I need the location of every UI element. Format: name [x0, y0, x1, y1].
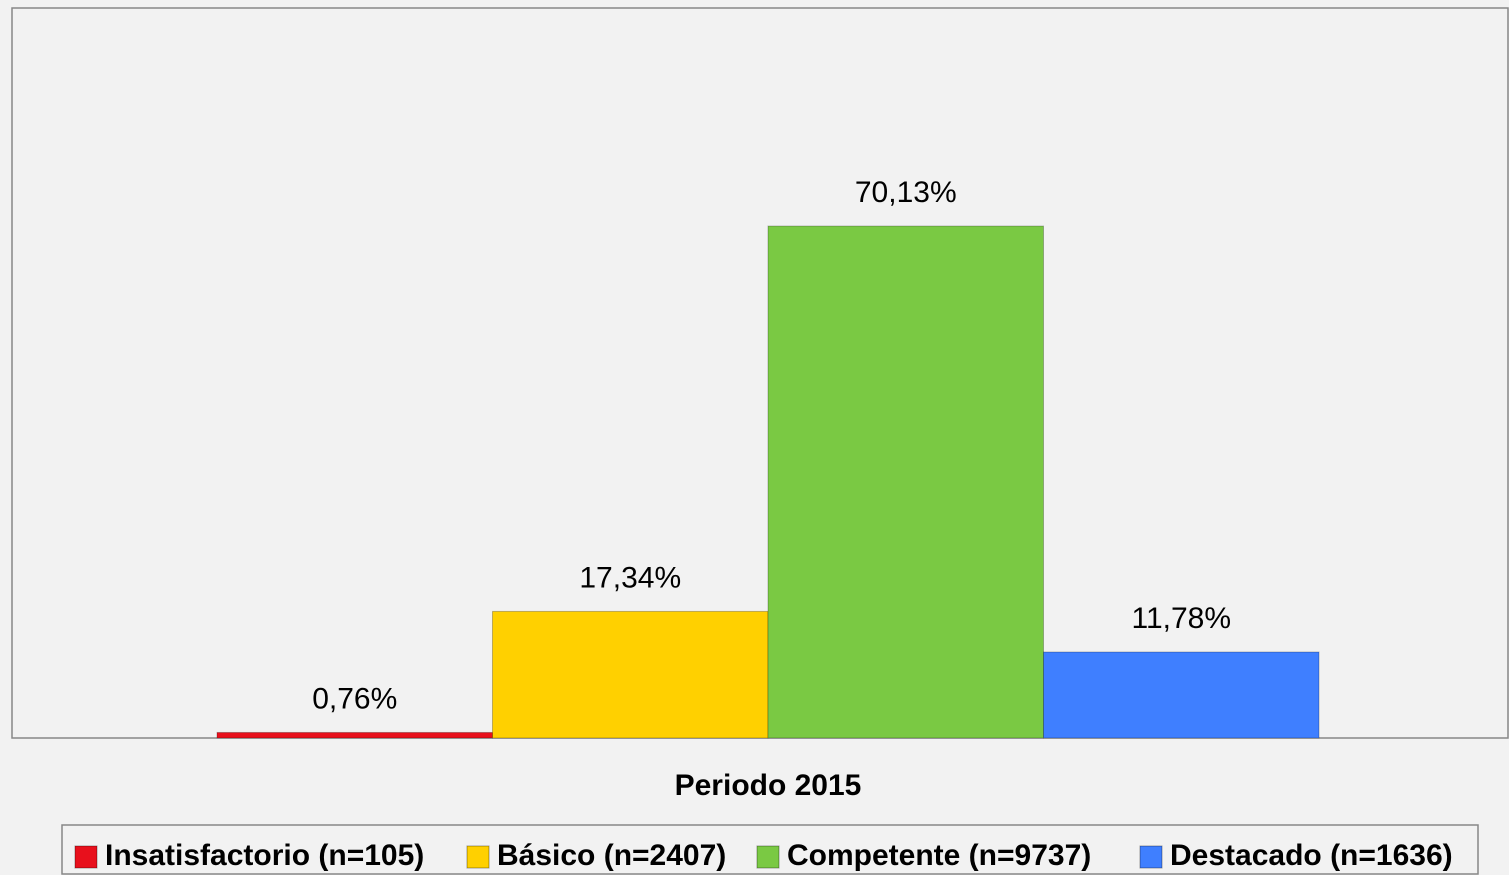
- data-label: 17,34%: [579, 561, 681, 594]
- data-label: 11,78%: [1131, 602, 1231, 635]
- legend-swatch: [756, 845, 780, 869]
- bar: [216, 731, 493, 739]
- data-label: 70,13%: [855, 176, 957, 209]
- x-tick-label: Periodo 2015: [675, 769, 862, 802]
- legend-swatch: [1139, 845, 1163, 869]
- bar: [1043, 651, 1320, 739]
- legend-label: Competente (n=9737): [787, 839, 1091, 872]
- bar: [767, 225, 1044, 739]
- legend-swatch: [74, 845, 98, 869]
- legend-label: Destacado (n=1636): [1170, 839, 1453, 872]
- legend-swatch: [466, 845, 490, 869]
- data-label: 0,76%: [312, 682, 397, 715]
- legend-label: Insatisfactorio (n=105): [105, 839, 424, 872]
- bar: [492, 610, 769, 739]
- legend-label: Básico (n=2407): [497, 839, 726, 872]
